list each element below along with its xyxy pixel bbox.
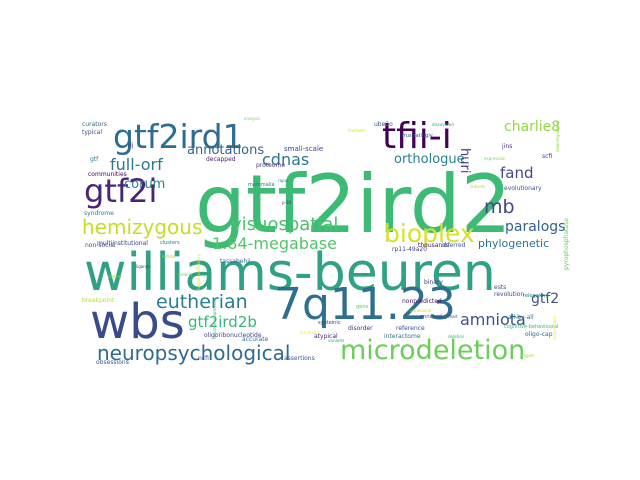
word: p-30	[282, 200, 292, 205]
word: gtf	[90, 156, 99, 163]
word: enriched	[420, 314, 442, 320]
word: tfii-i	[382, 116, 452, 157]
word: nonpredicted	[402, 298, 442, 305]
word: relegating	[523, 293, 548, 299]
word: orthologue	[394, 152, 465, 167]
word: neurodevelopmental	[212, 298, 217, 339]
word: huri	[457, 148, 472, 173]
word: discovered	[432, 122, 454, 127]
word: disorder	[348, 325, 373, 332]
word: mb	[484, 196, 515, 218]
word: fij	[128, 142, 134, 149]
word: assertions	[284, 355, 315, 362]
word: corum	[124, 177, 165, 192]
word: region	[522, 353, 535, 358]
word: curators	[82, 121, 107, 128]
word: functions	[300, 330, 318, 335]
word: clusters	[160, 240, 180, 246]
word: accurate	[242, 336, 269, 343]
word: fand	[500, 164, 534, 182]
word: gene	[356, 304, 369, 310]
word: gtf2ird2	[195, 158, 512, 251]
word: small-scale	[284, 145, 323, 153]
word: tassabehji	[220, 258, 251, 265]
word: haploinsufficiency	[196, 253, 201, 290]
word: pyrophosphatase	[563, 218, 570, 270]
word: decapped	[206, 156, 236, 163]
word: exhibit	[162, 254, 176, 259]
word: expression	[484, 156, 506, 161]
word: protein	[178, 272, 193, 277]
word: gtf2i	[84, 172, 157, 210]
word: inferred	[442, 242, 466, 249]
word: ligands	[136, 264, 150, 269]
word: oligo-cap	[525, 331, 553, 338]
word: hemizygous	[82, 215, 202, 239]
word: amniota	[460, 310, 526, 329]
word: binary	[424, 279, 443, 286]
word: gtf2ird2b	[188, 313, 257, 331]
word: neuropsychological	[97, 341, 290, 365]
word: multiinstitutional	[97, 240, 148, 247]
word: long-read	[438, 314, 458, 319]
word: typical	[82, 129, 102, 136]
word: all-by-all	[508, 314, 534, 321]
word: rapid	[278, 178, 289, 183]
word: bioplex	[384, 219, 475, 248]
word: rp11-49a20	[392, 246, 427, 253]
word: oligoribonucleotide	[204, 332, 262, 339]
word: analysis	[244, 116, 260, 121]
word: dispensable	[552, 316, 557, 340]
word: williams-beuren	[84, 243, 496, 303]
word: annotations	[187, 143, 264, 158]
word: ube2o	[374, 121, 393, 128]
word: gtf2ird1	[113, 117, 244, 156]
word: reference	[396, 325, 425, 332]
word: cognitive-behavioural	[504, 324, 558, 330]
word: coding	[108, 274, 122, 279]
word: fourteen	[348, 128, 366, 133]
word: interactome	[384, 333, 421, 340]
word: breakpoint	[82, 297, 115, 304]
word: deletion	[448, 334, 465, 339]
word: phylogenetic	[478, 237, 549, 250]
word: frustratingly	[402, 133, 433, 139]
word: visuospatial	[231, 214, 338, 235]
word: ests	[494, 284, 506, 291]
word: wbs	[90, 294, 185, 350]
word: cdnas	[262, 150, 309, 169]
word: charlie8	[504, 119, 560, 135]
word: gtf2	[531, 291, 559, 307]
word: mammalia	[248, 182, 275, 188]
word: atypical	[314, 333, 338, 340]
word: 1.84-megabase	[212, 234, 337, 253]
word: evolutionary	[504, 185, 542, 192]
word: full-orf	[110, 155, 163, 174]
word: subsets	[470, 184, 485, 189]
word: ultrasound	[410, 308, 432, 313]
word: paralogs	[505, 219, 565, 235]
word: variants	[328, 338, 344, 343]
word: downregulated	[555, 122, 560, 152]
word: microdeletion	[340, 335, 525, 366]
word: communities	[88, 171, 127, 178]
word: revolution	[494, 291, 524, 298]
word: 7q11.23	[274, 279, 456, 330]
word: obsessions	[96, 359, 129, 366]
word: thousands	[418, 242, 449, 249]
word: ncfi	[198, 355, 209, 362]
word: synteinic	[318, 320, 341, 326]
word: syndrome	[84, 210, 114, 217]
word: proteome	[256, 162, 285, 169]
word: jins	[501, 143, 512, 150]
word: eutherian	[156, 291, 248, 313]
word: scfi	[542, 153, 552, 160]
word: non-social	[85, 242, 116, 249]
